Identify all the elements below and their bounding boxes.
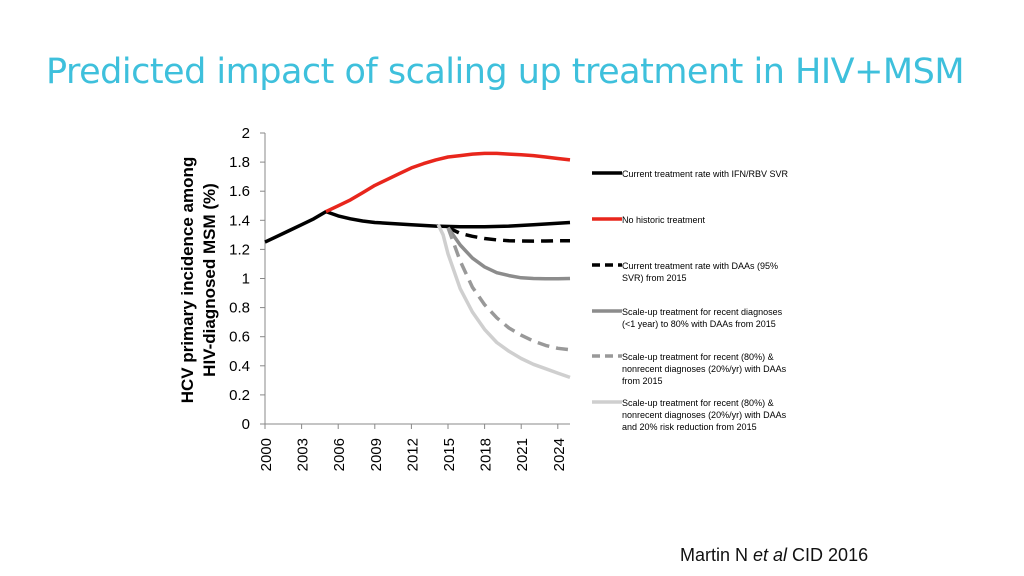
series-line-1 bbox=[264, 209, 571, 244]
citation-author: Martin N bbox=[680, 545, 754, 565]
x-tick-label: 2009 bbox=[368, 438, 385, 471]
legend-label-1: Current treatment rate with IFN/RBV SVR bbox=[622, 169, 789, 179]
citation-journal: CID 2016 bbox=[787, 545, 869, 565]
chart-axes: 0 0.2 0.4 0.6 0.8 1 1.2 1.4 1.6 1.8 2 2000 2003 2006 2… bbox=[229, 125, 570, 471]
citation: Martin N et al CID 2016 bbox=[680, 545, 868, 566]
chart-series bbox=[264, 151, 571, 380]
slide-title: Predicted impact of scaling up treatment… bbox=[46, 52, 965, 92]
chart-legend: Current treatment rate with IFN/RBV SVR N… bbox=[592, 169, 789, 432]
series-line-4 bbox=[446, 226, 571, 281]
x-tick-label: 2018 bbox=[478, 438, 495, 471]
y-tick-label: 1 bbox=[242, 271, 250, 288]
x-tick-label: 2024 bbox=[551, 438, 568, 471]
legend-label-4: Scale-up treatment for recent diagnoses bbox=[622, 307, 783, 317]
x-tick-label: 2012 bbox=[404, 438, 421, 471]
series-line-2 bbox=[325, 151, 571, 214]
legend-label-5: nonrecent diagnoses (20%/yr) with DAAs bbox=[622, 364, 787, 374]
legend-label-2: No historic treatment bbox=[622, 215, 706, 225]
legend-label-6: and 20% risk reduction from 2015 bbox=[622, 422, 757, 432]
x-tick-label: 2000 bbox=[258, 438, 275, 471]
series-line-5 bbox=[446, 226, 571, 352]
x-tick-label: 2006 bbox=[331, 438, 348, 471]
y-tick-label: 2 bbox=[242, 125, 250, 142]
series-line-6 bbox=[436, 223, 571, 380]
y-tick-label: 0 bbox=[242, 416, 250, 433]
legend-label-5: Scale-up treatment for recent (80%) & bbox=[622, 352, 774, 362]
citation-etal: et al bbox=[753, 545, 788, 565]
legend-label-5: from 2015 bbox=[622, 376, 663, 386]
y-tick-label: 0.4 bbox=[229, 358, 250, 375]
legend-label-4: (<1 year) to 80% with DAAs from 2015 bbox=[622, 319, 776, 329]
x-tick-label: 2003 bbox=[295, 438, 312, 471]
y-tick-label: 1.2 bbox=[229, 241, 250, 258]
legend-label-3: Current treatment rate with DAAs (95% bbox=[622, 261, 778, 271]
y-tick-label: 0.6 bbox=[229, 329, 250, 346]
y-tick-label: 1.4 bbox=[229, 212, 250, 229]
y-tick-label: 0.2 bbox=[229, 387, 250, 404]
legend-label-6: nonrecent diagnoses (20%/yr) with DAAs bbox=[622, 410, 787, 420]
y-axis-label-line1: HCV primary incidence among bbox=[178, 157, 197, 404]
x-tick-label: 2021 bbox=[514, 438, 531, 471]
series-line-3 bbox=[447, 226, 570, 243]
legend-label-6: Scale-up treatment for recent (80%) & bbox=[622, 398, 774, 408]
y-tick-label: 0.8 bbox=[229, 300, 250, 317]
x-tick-label: 2015 bbox=[441, 438, 458, 471]
y-tick-label: 1.8 bbox=[229, 154, 250, 171]
y-tick-label: 1.6 bbox=[229, 183, 250, 200]
y-axis-label-line2: HIV-diagnosed MSM (%) bbox=[200, 183, 219, 377]
legend-label-3: SVR) from 2015 bbox=[622, 273, 687, 283]
